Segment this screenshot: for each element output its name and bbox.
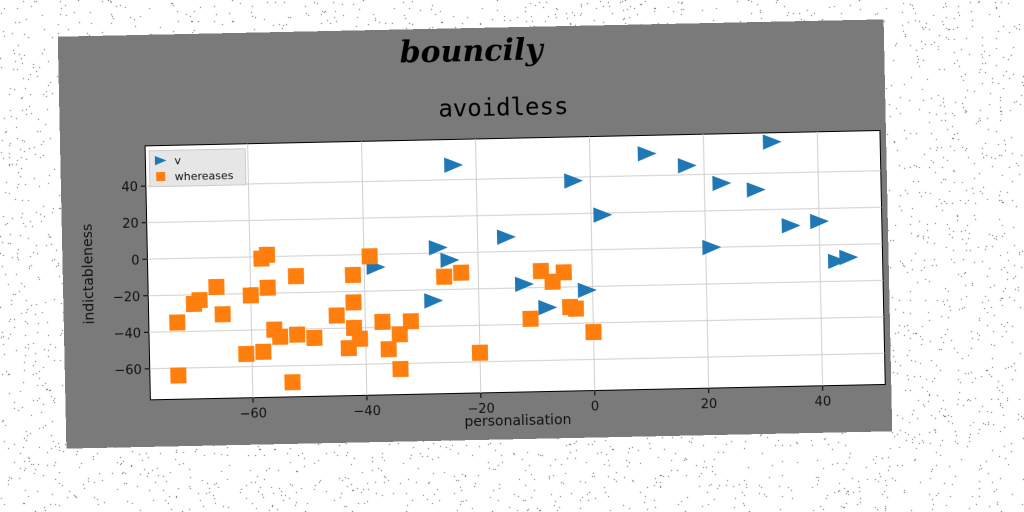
data-points: [169, 134, 859, 391]
x-tick-label: 0: [591, 399, 600, 414]
blue-triangle-point: [577, 282, 597, 299]
x-axis-ticks: −60 −40 −20 0 20 40: [239, 385, 831, 422]
orange-square-point: [242, 287, 259, 304]
orange-square-point: [471, 344, 489, 361]
figure-card: bouncily avoidless −60 −40 −20 0 20 40 −60 −40…: [57, 19, 893, 449]
orange-square-point: [345, 294, 362, 311]
orange-square-point: [259, 279, 276, 296]
orange-square-point: [287, 267, 305, 285]
x-tick-label: 20: [701, 397, 718, 412]
y-axis-label: indictableness: [80, 224, 98, 325]
orange-square-point: [361, 248, 378, 265]
blue-triangle-point: [702, 239, 722, 256]
y-tick-label: 20: [122, 217, 139, 232]
blue-triangle-point: [712, 175, 732, 192]
orange-square-point: [185, 295, 203, 313]
blue-triangle-point: [424, 293, 444, 309]
orange-square-point: [170, 367, 187, 384]
x-axis-label: personalisation: [464, 412, 571, 430]
orange-square-point: [567, 300, 585, 317]
orange-square-point: [391, 326, 408, 343]
blue-triangle-point: [839, 249, 859, 266]
blue-triangle-point: [746, 182, 766, 198]
orange-square-point: [345, 319, 363, 337]
blue-triangle-point: [496, 229, 516, 245]
orange-square-point: [453, 264, 470, 281]
scatter-chart: avoidless −60 −40 −20 0 20 40 −60−40−2002040 …: [80, 92, 886, 430]
orange-square-point: [255, 343, 272, 360]
orange-square-point: [258, 246, 276, 263]
orange-square-point: [402, 313, 420, 330]
blue-triangle-point: [428, 240, 448, 256]
blue-triangle-point: [637, 146, 657, 162]
orange-square-point: [238, 345, 255, 363]
orange-square-point: [208, 278, 225, 296]
x-grid-line: [361, 141, 368, 396]
blue-triangle-point: [444, 157, 464, 173]
legend: v whereases: [148, 148, 247, 188]
orange-square-point: [271, 328, 289, 345]
y-grid-line: [149, 352, 885, 370]
y-grid-line: [145, 170, 881, 187]
orange-square-point: [436, 268, 453, 285]
x-tick-label: 40: [814, 395, 831, 410]
y-tick-label: −40: [113, 326, 141, 342]
blue-triangle-point: [677, 158, 697, 174]
orange-square-point: [169, 314, 186, 331]
legend-label: whereases: [175, 169, 234, 183]
x-grid-line: [588, 136, 596, 391]
y-tick-label: 40: [121, 180, 138, 195]
blue-triangle-point: [781, 218, 801, 234]
y-axis-ticks: −60 −40 −20 0 20 40: [113, 180, 150, 379]
blue-triangle-point: [809, 213, 830, 230]
blue-triangle-point: [593, 207, 613, 223]
orange-square-point: [328, 307, 345, 324]
orange-square-point: [289, 326, 306, 343]
y-tick-label: −60: [114, 363, 142, 379]
blue-triangle-point: [762, 134, 782, 150]
x-tick-label: −40: [353, 404, 381, 420]
chart-title: avoidless: [438, 92, 569, 123]
x-tick-label: −20: [467, 402, 495, 418]
blue-triangle-point: [827, 253, 847, 270]
orange-square-point: [555, 264, 572, 281]
orange-square-point: [344, 266, 362, 284]
orange-square-point: [392, 360, 409, 378]
blue-triangle-point: [440, 252, 460, 268]
orange-square-point: [522, 310, 539, 327]
orange-square-point: [306, 329, 323, 347]
y-tick-label: −20: [113, 290, 141, 306]
legend-marker: [154, 156, 167, 166]
y-tick-label: 0: [131, 253, 140, 268]
plot-area: [144, 129, 886, 401]
blue-triangle-point: [538, 299, 558, 316]
x-grid-line: [702, 134, 710, 389]
orange-square-point: [214, 306, 231, 323]
x-grid-line: [816, 131, 824, 386]
blue-triangle-point: [564, 173, 584, 189]
legend-label: v: [174, 154, 181, 167]
legend-marker: [156, 171, 166, 182]
orange-square-point: [284, 374, 301, 391]
x-tick-label: −60: [239, 406, 267, 422]
orange-square-point: [585, 323, 602, 341]
orange-square-point: [380, 340, 397, 358]
blue-triangle-point: [514, 276, 535, 293]
y-grid-line: [146, 206, 882, 224]
orange-square-point: [374, 313, 391, 331]
